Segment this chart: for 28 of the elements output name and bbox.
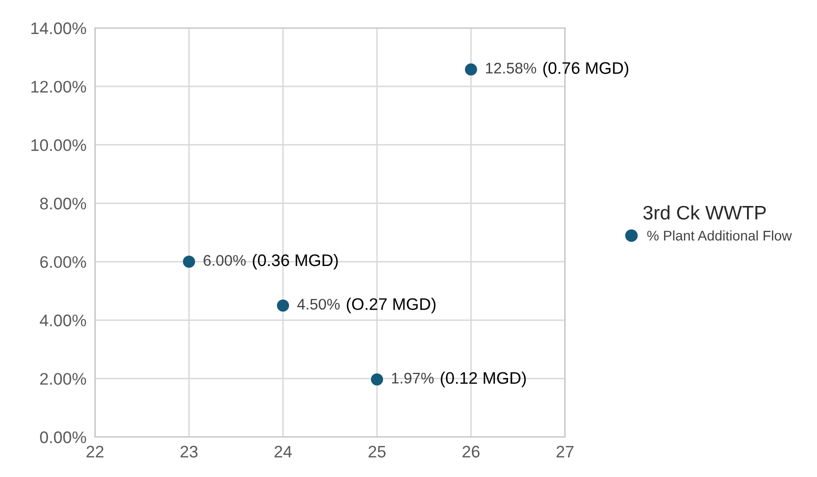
point	[464, 63, 478, 76]
y-tick-label: 8.00%	[40, 198, 86, 210]
x-tick-label: 25	[368, 446, 386, 458]
y-tick-label: 12.00%	[31, 80, 86, 93]
x-tick-label: 22	[86, 446, 104, 458]
y-tick-label: 6.00%	[40, 256, 86, 268]
y-tick-label: 14.00%	[31, 22, 86, 34]
annotation: (0.36 MGD)	[252, 254, 338, 270]
point	[276, 299, 290, 312]
x-tick-label: 27	[556, 446, 574, 458]
y-tick-label: 4.00%	[40, 314, 86, 326]
annotation: (O.27 MGD)	[346, 298, 436, 314]
annotation: (0.76 MGD)	[543, 62, 628, 78]
point	[182, 256, 196, 268]
data-label: 4.50%	[297, 298, 340, 310]
legend-title: 3rd Ck WWTP	[643, 205, 766, 220]
data-label: 1.97%	[392, 372, 434, 384]
data-label: 12.58%	[486, 62, 536, 74]
x-tick-label: 24	[274, 446, 292, 458]
annotation: (0.12 MGD)	[440, 372, 526, 388]
point	[370, 373, 384, 386]
y-tick-label: 10.00%	[31, 139, 86, 152]
y-tick-label: 2.00%	[40, 372, 86, 385]
x-tick-label: 23	[180, 446, 198, 458]
x-tick-label: 26	[462, 446, 480, 458]
y-tick-label: 0.00%	[40, 431, 86, 444]
legend-label: % Plant Additional Flow	[647, 230, 792, 241]
data-label: 6.00%	[204, 254, 246, 266]
